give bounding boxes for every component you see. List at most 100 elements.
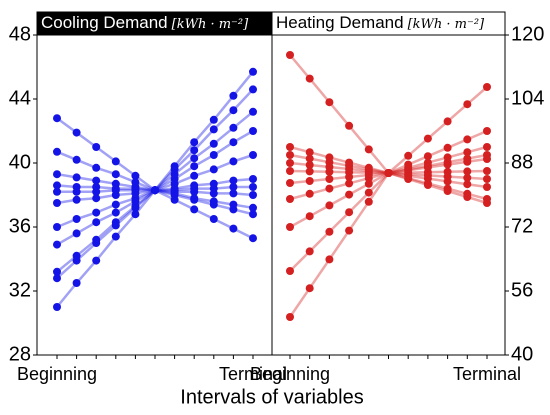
data-point — [286, 167, 294, 175]
data-point — [72, 187, 81, 196]
data-point — [305, 189, 314, 198]
data-point — [92, 218, 101, 227]
y-tick-label: 72 — [511, 215, 533, 237]
series-line — [288, 86, 488, 318]
data-point — [229, 224, 238, 233]
x-tick-label: Terminal — [453, 364, 521, 384]
data-point — [443, 143, 452, 152]
data-point — [423, 161, 432, 170]
data-point — [229, 176, 238, 185]
data-point — [463, 173, 472, 182]
data-point — [249, 210, 257, 219]
panel-title: Cooling Demand [kWh · m⁻²] — [41, 13, 249, 32]
x-tick-label: Beginning — [250, 364, 330, 384]
data-point — [190, 205, 199, 214]
data-point — [364, 197, 373, 206]
data-point — [463, 180, 472, 189]
data-point — [249, 203, 257, 212]
data-point — [305, 148, 314, 157]
data-point — [229, 138, 238, 147]
series-line — [56, 88, 254, 273]
data-point — [443, 172, 452, 181]
data-point — [111, 208, 120, 217]
data-point — [423, 134, 432, 143]
data-point — [92, 194, 101, 203]
data-point — [209, 197, 218, 206]
data-point — [325, 163, 334, 171]
data-point — [151, 186, 159, 195]
data-point — [53, 223, 61, 231]
data-point — [53, 187, 61, 196]
y-tick-label: 36 — [9, 215, 31, 237]
data-point — [229, 157, 238, 166]
data-point — [111, 170, 120, 179]
data-point — [111, 232, 120, 241]
data-point — [423, 181, 432, 189]
data-point — [286, 195, 294, 203]
data-point — [229, 123, 238, 132]
data-point — [443, 187, 452, 195]
data-point — [305, 247, 314, 256]
data-point — [53, 199, 61, 207]
data-point — [92, 256, 101, 265]
data-point — [249, 191, 257, 199]
data-point — [463, 135, 472, 144]
data-point — [190, 171, 199, 180]
data-point — [364, 145, 373, 154]
data-point — [325, 184, 334, 193]
data-point — [325, 153, 334, 162]
data-point — [345, 121, 354, 130]
data-point — [209, 165, 218, 174]
data-point — [53, 274, 61, 283]
title-text: Cooling Demand — [41, 13, 168, 32]
data-point — [483, 143, 491, 151]
series-line — [289, 129, 488, 272]
data-point — [190, 146, 199, 155]
data-point — [72, 155, 81, 164]
data-point — [305, 167, 314, 176]
data-point — [483, 167, 491, 175]
data-point — [423, 152, 432, 161]
data-point — [92, 163, 101, 172]
data-point — [345, 165, 354, 173]
data-point — [305, 212, 314, 221]
data-point — [325, 255, 334, 264]
data-point — [483, 175, 491, 183]
data-point — [443, 117, 452, 126]
data-point — [483, 83, 491, 91]
data-point — [229, 189, 238, 198]
data-point — [92, 176, 101, 185]
data-point — [463, 100, 472, 109]
data-point — [209, 151, 218, 159]
data-point — [53, 240, 61, 249]
data-point — [111, 186, 120, 195]
data-point — [190, 138, 199, 147]
data-point — [325, 175, 334, 183]
data-point — [92, 239, 101, 247]
y-tick-label: 88 — [511, 151, 533, 173]
x-tick-label: Beginning — [17, 364, 97, 384]
data-point — [325, 201, 334, 210]
y-tick-label: 32 — [9, 279, 31, 301]
data-point — [443, 158, 452, 167]
data-point — [463, 154, 472, 163]
title-text: Heating Demand — [276, 13, 404, 32]
x-axis-label: Intervals of variables — [180, 386, 363, 408]
panel-title: Heating Demand [kWh · m⁻²] — [276, 13, 485, 32]
data-point — [286, 143, 294, 151]
data-point — [463, 167, 472, 176]
data-point — [229, 106, 238, 115]
data-point — [384, 169, 393, 177]
data-point — [404, 175, 413, 183]
data-point — [72, 229, 81, 238]
data-point — [209, 125, 218, 134]
y-tick-label: 40 — [511, 343, 533, 365]
data-point — [286, 179, 294, 187]
data-point — [305, 177, 314, 185]
data-point — [72, 173, 81, 182]
data-point — [305, 74, 314, 83]
x-tick-label: Terminal — [219, 364, 287, 384]
data-point — [92, 143, 101, 151]
data-point — [111, 221, 120, 230]
series-line — [56, 110, 254, 280]
